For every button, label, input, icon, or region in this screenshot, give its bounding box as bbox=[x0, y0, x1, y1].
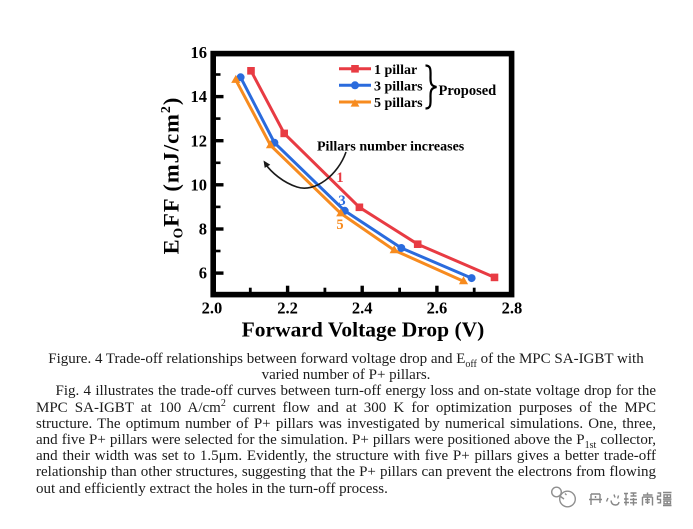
svg-text:5: 5 bbox=[336, 217, 343, 233]
svg-text:2.0: 2.0 bbox=[202, 299, 223, 318]
svg-text:Proposed: Proposed bbox=[439, 83, 497, 99]
svg-text:6: 6 bbox=[199, 264, 207, 283]
svg-text:Forward Voltage Drop (V): Forward Voltage Drop (V) bbox=[242, 318, 485, 342]
svg-text:1 pillar: 1 pillar bbox=[374, 63, 417, 78]
svg-text:3 pillars: 3 pillars bbox=[374, 79, 423, 94]
svg-text:8: 8 bbox=[199, 220, 207, 239]
svg-text:5 pillars: 5 pillars bbox=[374, 96, 423, 111]
svg-text:2.6: 2.6 bbox=[427, 299, 448, 318]
svg-text:2.4: 2.4 bbox=[352, 299, 373, 318]
svg-text:16: 16 bbox=[191, 43, 208, 62]
svg-text:12: 12 bbox=[191, 131, 208, 150]
svg-text:3: 3 bbox=[338, 193, 345, 209]
svg-text:1: 1 bbox=[336, 170, 343, 186]
svg-text:2.2: 2.2 bbox=[277, 299, 298, 318]
svg-text:14: 14 bbox=[191, 87, 208, 106]
svg-text:EOFF (mJ/cm2): EOFF (mJ/cm2) bbox=[159, 97, 186, 255]
svg-text:Pillars number increases: Pillars number increases bbox=[317, 140, 465, 155]
svg-text:2.8: 2.8 bbox=[502, 299, 523, 318]
svg-text:10: 10 bbox=[191, 175, 208, 194]
